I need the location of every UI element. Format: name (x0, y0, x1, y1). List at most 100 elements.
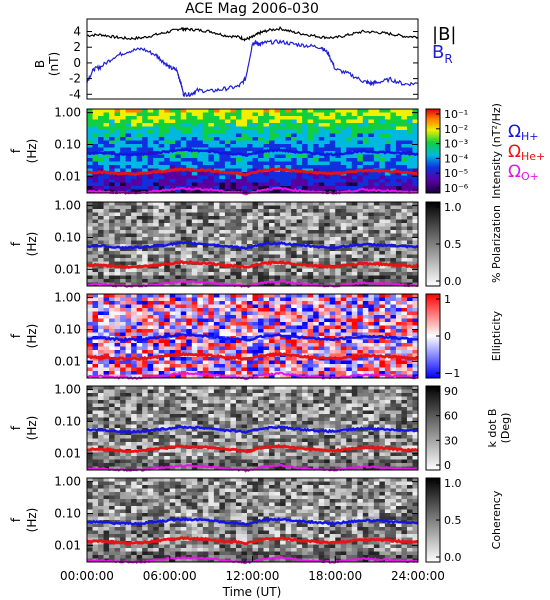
heatmap-cell (147, 332, 154, 337)
heatmap-cell (219, 279, 226, 283)
heatmap-cell (158, 301, 165, 305)
heatmap-cell (373, 158, 380, 162)
heatmap-cell (87, 109, 93, 113)
heatmap-cell (180, 301, 187, 305)
heatmap-cell (335, 209, 342, 213)
heatmap-cell (213, 346, 220, 351)
heatmap-cell (202, 336, 209, 340)
heatmap-cell (351, 147, 358, 152)
heatmap-cell (197, 403, 204, 408)
heatmap-cell (406, 336, 413, 340)
heatmap-cell (191, 175, 198, 180)
heatmap-cell (395, 325, 402, 330)
heatmap-cell (92, 329, 99, 333)
heatmap-cell (362, 116, 369, 120)
heatmap-cell (114, 360, 121, 365)
heatmap-cell (412, 247, 419, 252)
heatmap-cell (109, 147, 115, 152)
heatmap-cell (103, 216, 110, 220)
heatmap-cell (324, 158, 331, 162)
heatmap-cell (362, 339, 369, 344)
heatmap-cell (92, 410, 99, 415)
heatmap-cell (401, 223, 408, 227)
heatmap-cell (120, 144, 127, 148)
heatmap-cell (258, 205, 264, 210)
heatmap-cell (406, 272, 413, 276)
heatmap-cell (131, 318, 138, 323)
heatmap-cell (114, 438, 121, 443)
heatmap-cell (87, 339, 93, 344)
heatmap-cell (241, 151, 248, 155)
heatmap-cell (131, 315, 138, 319)
heatmap-cell (241, 223, 248, 227)
heatmap-cell (147, 301, 154, 305)
heatmap-cell (169, 407, 176, 411)
heatmap-cell (191, 393, 198, 397)
heatmap-cell (180, 346, 187, 351)
heatmap-cell (103, 410, 110, 415)
heatmap-cell (202, 151, 209, 155)
heatmap-cell (406, 209, 413, 213)
heatmap-cell (329, 247, 336, 252)
heatmap-cell (87, 137, 93, 141)
heatmap-cell (92, 154, 99, 159)
heatmap-cell (406, 371, 413, 375)
heatmap-cell (92, 396, 99, 401)
heatmap-cell (98, 445, 104, 450)
heatmap-cell (346, 325, 353, 330)
heatmap-cell (313, 329, 320, 333)
heatmap-cell (103, 417, 110, 422)
heatmap-cell (158, 322, 165, 326)
heatmap-cell (164, 410, 171, 415)
heatmap-cell (302, 268, 309, 273)
heatmap-cell (142, 445, 149, 450)
heatmap-cell (213, 144, 220, 148)
heatmap-cell (318, 247, 325, 252)
heatmap-cell (302, 230, 309, 234)
heatmap-cell (285, 247, 292, 252)
heatmap-cell (340, 165, 347, 169)
heatmap-cell (191, 258, 198, 262)
heatmap-cell (103, 357, 110, 361)
heatmap-cell (406, 325, 413, 330)
heatmap-cell (291, 304, 298, 309)
heatmap-cell (142, 268, 149, 273)
heatmap-cell (125, 268, 132, 273)
heatmap-cell (131, 407, 138, 411)
heatmap-cell (180, 233, 187, 238)
heatmap-cell (103, 272, 110, 276)
heatmap-cell (164, 230, 171, 234)
heatmap-cell (120, 226, 127, 231)
heatmap-cell (406, 186, 413, 190)
heatmap-cell (98, 456, 104, 460)
heatmap-cell (390, 116, 397, 120)
heatmap-cell (373, 343, 380, 347)
heatmap-cell (296, 205, 303, 210)
heatmap-cell (246, 209, 253, 213)
heatmap-cell (390, 371, 397, 375)
heatmap-cell (379, 315, 386, 319)
heatmap-cell (131, 223, 138, 227)
heatmap-cell (351, 165, 358, 169)
heatmap-cell (92, 304, 99, 309)
heatmap-cell (230, 325, 237, 330)
heatmap-cell (362, 123, 369, 127)
heatmap-cell (324, 258, 331, 262)
heatmap-cell (362, 244, 369, 248)
heatmap-cell (136, 202, 143, 206)
heatmap-cell (379, 119, 386, 124)
heatmap-cell (362, 311, 369, 316)
heatmap-cell (109, 233, 115, 238)
heatmap-cell (263, 205, 270, 210)
heatmap-cell (224, 179, 231, 183)
heatmap-cell (324, 360, 331, 365)
heatmap-cell (302, 339, 309, 344)
heatmap-cell (263, 254, 270, 259)
heatmap-cell (109, 261, 115, 266)
heatmap-cell (98, 318, 104, 323)
heatmap-cell (285, 258, 292, 262)
heatmap-cell (136, 126, 143, 131)
y-tick-label: 2 (73, 40, 81, 54)
heatmap-cell (406, 168, 413, 173)
heatmap-cell (335, 147, 342, 152)
